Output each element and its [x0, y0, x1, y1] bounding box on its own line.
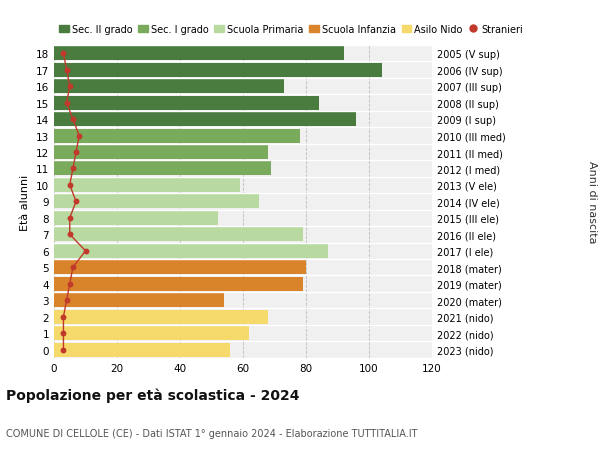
Bar	[54, 277, 303, 291]
Bar	[54, 294, 224, 308]
Text: Popolazione per età scolastica - 2024: Popolazione per età scolastica - 2024	[6, 388, 299, 403]
Point	[59, 330, 68, 337]
Bar	[54, 96, 319, 110]
Bar	[54, 162, 271, 176]
Point	[65, 215, 74, 222]
Point	[80, 247, 91, 255]
Bar	[54, 47, 344, 61]
Bar	[54, 80, 284, 94]
Bar	[54, 195, 259, 209]
Point	[59, 313, 68, 321]
Point	[68, 264, 78, 271]
Bar	[54, 244, 328, 258]
Point	[71, 149, 81, 157]
Point	[62, 100, 71, 107]
Point	[62, 297, 71, 304]
Bar	[54, 146, 268, 160]
Y-axis label: Età alunni: Età alunni	[20, 174, 31, 230]
Text: Anni di nascita: Anni di nascita	[587, 161, 597, 243]
Bar	[54, 228, 303, 242]
Bar	[54, 63, 382, 78]
Bar	[54, 113, 356, 127]
Point	[68, 116, 78, 123]
Point	[74, 133, 84, 140]
Bar	[54, 310, 268, 324]
Point	[65, 280, 74, 288]
Point	[62, 67, 71, 74]
Bar	[54, 179, 240, 192]
Bar	[54, 261, 306, 274]
Bar	[54, 129, 300, 143]
Point	[65, 231, 74, 239]
Point	[68, 165, 78, 173]
Point	[59, 50, 68, 58]
Bar	[54, 326, 250, 341]
Point	[59, 346, 68, 353]
Text: COMUNE DI CELLOLE (CE) - Dati ISTAT 1° gennaio 2024 - Elaborazione TUTTITALIA.IT: COMUNE DI CELLOLE (CE) - Dati ISTAT 1° g…	[6, 428, 418, 438]
Point	[65, 83, 74, 90]
Point	[65, 182, 74, 189]
Point	[71, 198, 81, 206]
Bar	[54, 212, 218, 225]
Bar	[54, 343, 230, 357]
Legend: Sec. II grado, Sec. I grado, Scuola Primaria, Scuola Infanzia, Asilo Nido, Stran: Sec. II grado, Sec. I grado, Scuola Prim…	[59, 25, 523, 35]
